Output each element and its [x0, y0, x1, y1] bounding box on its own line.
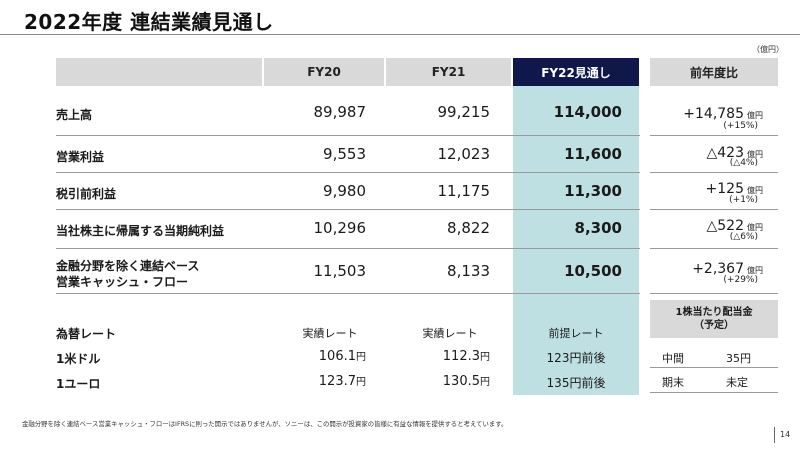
pretax-income-yoy-pct: (+1%) — [729, 195, 758, 205]
fx-eur-fy21: 130.5円 — [390, 373, 490, 389]
operating-income-fy22: 11,600 — [564, 145, 622, 163]
row-label-ocf-line1: 金融分野を除く連結ベース — [56, 259, 200, 273]
ocf-yoy-value: +2,367 — [692, 261, 744, 277]
yen-unit: 円 — [356, 352, 366, 363]
dividend-yearend-value: 未定 — [726, 376, 748, 389]
fx-fy21-rate-type: 実績レート — [422, 327, 478, 340]
dividend-divider — [650, 367, 778, 368]
dividend-title: 1株当たり配当金 — [675, 307, 753, 318]
row-label-operating-income: 営業利益 — [56, 150, 105, 164]
fx-usd-fy20-value: 106.1 — [318, 349, 356, 364]
fx-eur-fy20: 123.7円 — [266, 373, 366, 389]
row-divider — [56, 293, 640, 294]
row-divider — [650, 248, 778, 249]
operating-income-yoy-unit: 億円 — [747, 150, 763, 159]
fx-eur-fy21-value: 130.5 — [442, 374, 480, 389]
operating-income-fy20: 9,553 — [323, 145, 366, 163]
ocf-fy21: 8,133 — [447, 262, 490, 280]
pretax-income-fy22: 11,300 — [564, 182, 622, 200]
header-fy20: FY20 — [264, 58, 384, 86]
pretax-income-yoy-value: +125 — [705, 181, 744, 197]
ocf-yoy-pct: (+29%) — [723, 275, 758, 285]
row-divider — [650, 293, 778, 294]
operating-income-yoy: △423 億円 — [650, 142, 764, 161]
dividend-yearend-label: 期末 — [662, 376, 684, 389]
dividend-header: 1株当たり配当金 （予定） — [650, 300, 778, 338]
sales-yoy-unit: 億円 — [747, 111, 763, 120]
net-income-fy21: 8,822 — [447, 219, 490, 237]
fx-eur-fy22: 135円前後 — [546, 376, 606, 390]
row-label-pretax-income: 税引前利益 — [56, 187, 117, 201]
sales-fy20: 89,987 — [313, 103, 367, 121]
dividend-subtitle: （予定） — [694, 320, 734, 331]
header-blank — [56, 58, 262, 86]
dividend-divider — [650, 392, 778, 393]
yen-unit: 円 — [356, 377, 366, 388]
row-divider — [56, 209, 640, 210]
sales-yoy-pct: (+15%) — [723, 121, 758, 131]
ocf-fy20: 11,503 — [313, 262, 367, 280]
net-income-yoy-unit: 億円 — [747, 223, 763, 232]
fx-rate-label: 為替レート — [56, 327, 117, 341]
net-income-yoy-pct: (△6%) — [729, 232, 758, 242]
fx-eur-fy20-value: 123.7 — [318, 374, 356, 389]
operating-income-yoy-value: △423 — [706, 145, 745, 161]
net-income-yoy: △522 億円 — [650, 215, 764, 234]
fx-usd-fy21: 112.3円 — [390, 348, 490, 364]
title-divider — [0, 34, 800, 35]
row-divider — [650, 172, 778, 173]
fx-usd-fy22: 123円前後 — [546, 351, 606, 365]
row-divider — [56, 135, 640, 136]
page-number-divider — [774, 427, 775, 443]
row-label-sales: 売上高 — [56, 108, 93, 122]
header-yoy: 前年度比 — [650, 58, 778, 86]
operating-income-fy21: 12,023 — [437, 145, 491, 163]
fx-usd-fy20: 106.1円 — [266, 348, 366, 364]
operating-income-yoy-pct: (△4%) — [729, 158, 758, 168]
fx-fy20-rate-type: 実績レート — [302, 327, 358, 340]
row-label-ocf-line2: 営業キャッシュ・フロー — [56, 275, 189, 289]
row-divider — [650, 135, 778, 136]
fx-usd-label: 1米ドル — [56, 352, 101, 366]
net-income-yoy-value: △522 — [706, 218, 745, 234]
ocf-yoy: +2,367 億円 — [650, 258, 763, 277]
row-divider — [56, 172, 640, 173]
ocf-fy22: 10,500 — [564, 262, 622, 280]
fy22-highlight-column — [513, 86, 639, 395]
row-label-net-income: 当社株主に帰属する当期純利益 — [56, 224, 225, 238]
pretax-income-yoy-unit: 億円 — [747, 186, 763, 195]
sales-fy21: 99,215 — [437, 103, 491, 121]
page-number: 14 — [780, 430, 791, 439]
header-fy21: FY21 — [386, 58, 511, 86]
sales-yoy: +14,785 億円 — [650, 103, 763, 122]
fx-fy22-rate-type: 前提レート — [548, 327, 604, 340]
row-divider — [650, 209, 778, 210]
page-title: 2022年度 連結業績見通し — [24, 10, 274, 34]
pretax-income-fy21: 11,175 — [437, 182, 491, 200]
pretax-income-fy20: 9,980 — [323, 182, 366, 200]
fx-eur-label: 1ユーロ — [56, 377, 101, 391]
footnote: 金融分野を除く連結ベース営業キャッシュ・フローはIFRSに則った開示ではありませ… — [22, 420, 508, 428]
dividend-interim-label: 中間 — [662, 352, 684, 365]
yen-unit: 円 — [480, 352, 490, 363]
row-divider — [56, 248, 640, 249]
sales-yoy-value: +14,785 — [683, 106, 744, 122]
dividend-interim-value: 35円 — [726, 352, 751, 365]
ocf-yoy-unit: 億円 — [747, 266, 763, 275]
net-income-fy20: 10,296 — [313, 219, 367, 237]
sales-fy22: 114,000 — [553, 103, 622, 121]
pretax-income-yoy: +125 億円 — [650, 178, 763, 197]
net-income-fy22: 8,300 — [574, 219, 622, 237]
yen-unit: 円 — [480, 377, 490, 388]
unit-note: （億円） — [752, 45, 784, 54]
header-fy22-forecast: FY22見通し — [513, 58, 639, 86]
fx-usd-fy21-value: 112.3 — [442, 349, 480, 364]
